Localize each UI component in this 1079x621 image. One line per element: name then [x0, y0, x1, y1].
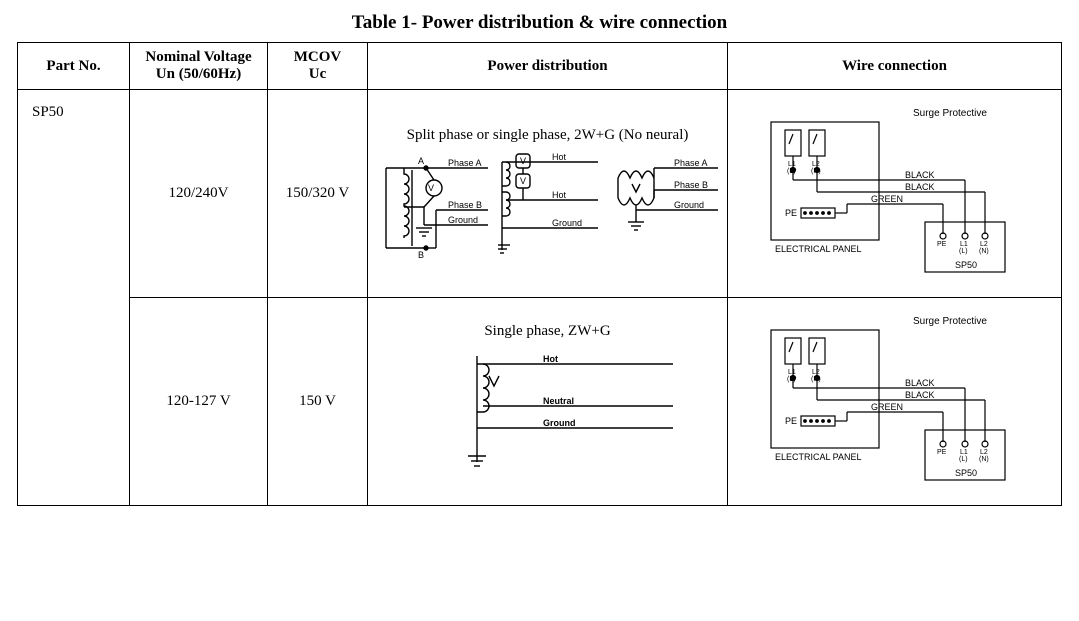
label-ground: Ground — [448, 215, 478, 225]
cell-mcov: 150/320 V — [268, 90, 368, 298]
cell-nominal-voltage: 120-127 V — [130, 298, 268, 506]
pd-fig-single-phase-icon: Hot Neutral Ground — [463, 346, 673, 476]
label-black: BLACK — [905, 182, 935, 192]
label-surge-protective: Surge Protective — [913, 316, 987, 327]
label-l: (L) — [959, 248, 968, 255]
label-hot: Hot — [552, 190, 567, 200]
label-pe: PE — [937, 449, 947, 456]
label-phase-a: Phase A — [448, 158, 482, 168]
label-l: (L) — [959, 456, 968, 463]
label-b: B — [418, 250, 424, 260]
table-row: 120-127 V 150 V Single phase, ZW+G — [18, 298, 1062, 506]
label-black: BLACK — [905, 378, 935, 388]
label-ground: Ground — [543, 418, 576, 428]
label-phase-b: Phase B — [674, 180, 708, 190]
label-n: (N) — [979, 248, 989, 255]
label-ground: Ground — [552, 218, 582, 228]
label-hot: Hot — [543, 354, 558, 364]
label-phase-b: Phase B — [448, 200, 482, 210]
wire-connection-diagram-icon: Surge Protective ELECTRICAL PANEL L1 (L)… — [765, 304, 1025, 494]
label-v: V — [520, 156, 526, 166]
pd-label: Split phase or single phase, 2W+G (No ne… — [376, 127, 719, 144]
cell-nominal-voltage: 120/240V — [130, 90, 268, 298]
cell-wire-connection: Surge Protective ELECTRICAL PANEL L1 (L)… — [728, 298, 1062, 506]
col-mcov: MCOV Uc — [268, 43, 368, 90]
label-l2: L2 — [812, 369, 820, 376]
label-l1: L1 — [960, 241, 968, 248]
label-pe: PE — [785, 416, 797, 426]
label-black: BLACK — [905, 170, 935, 180]
label-l: (L) — [787, 168, 796, 175]
label-surge-protective: Surge Protective — [913, 108, 987, 119]
cell-mcov: 150 V — [268, 298, 368, 506]
cell-power-distribution: Single phase, ZW+G — [368, 298, 728, 506]
label-pe: PE — [937, 241, 947, 248]
label-l1: L1 — [788, 369, 796, 376]
label-neutral: Neutral — [543, 396, 574, 406]
label-l2: L2 — [980, 241, 988, 248]
table-row: SP50 120/240V 150/320 V Split phase or s… — [18, 90, 1062, 298]
cell-power-distribution: Split phase or single phase, 2W+G (No ne… — [368, 90, 728, 298]
label-electrical-panel: ELECTRICAL PANEL — [775, 452, 862, 462]
label-v: V — [520, 176, 526, 186]
col-part-no: Part No. — [18, 43, 130, 90]
pd-fig-transformer-icon: A B V Phase A Phase B Ground — [376, 150, 488, 260]
label-l2: L2 — [812, 161, 820, 168]
label-l2: L2 — [980, 449, 988, 456]
label-sp50: SP50 — [955, 260, 977, 270]
power-table: Part No. Nominal Voltage Un (50/60Hz) MC… — [17, 42, 1062, 506]
label-sp50: SP50 — [955, 468, 977, 478]
wire-connection-diagram-icon: Surge Protective ELECTRICAL PANEL L1 (L)… — [765, 96, 1025, 286]
label-n: (N) — [979, 456, 989, 463]
header-row: Part No. Nominal Voltage Un (50/60Hz) MC… — [18, 43, 1062, 90]
label-green: GREEN — [871, 194, 903, 204]
table-title: Table 1- Power distribution & wire conne… — [12, 12, 1067, 34]
col-wire-connection: Wire connection — [728, 43, 1062, 90]
label-a: A — [418, 156, 424, 166]
label-v: V — [428, 183, 434, 193]
pd-label: Single phase, ZW+G — [376, 323, 719, 340]
col-nominal-voltage: Nominal Voltage Un (50/60Hz) — [130, 43, 268, 90]
cell-part-no: SP50 — [18, 90, 130, 506]
label-n: (N) — [811, 168, 821, 175]
label-n: (N) — [811, 376, 821, 383]
label-ground: Ground — [674, 200, 704, 210]
label-hot: Hot — [552, 152, 567, 162]
col-power-distribution: Power distribution — [368, 43, 728, 90]
label-green: GREEN — [871, 402, 903, 412]
label-l1: L1 — [960, 449, 968, 456]
pd-fig-source-icon: Phase A Phase B Ground — [608, 150, 718, 260]
label-l: (L) — [787, 376, 796, 383]
label-phase-a: Phase A — [674, 158, 708, 168]
label-black: BLACK — [905, 390, 935, 400]
label-electrical-panel: ELECTRICAL PANEL — [775, 244, 862, 254]
pd-fig-two-vm-icon: V V Hot Hot Ground — [498, 150, 598, 260]
label-l1: L1 — [788, 161, 796, 168]
label-pe: PE — [785, 208, 797, 218]
cell-wire-connection: Surge Protective ELECTRICAL PANEL L1 (L)… — [728, 90, 1062, 298]
